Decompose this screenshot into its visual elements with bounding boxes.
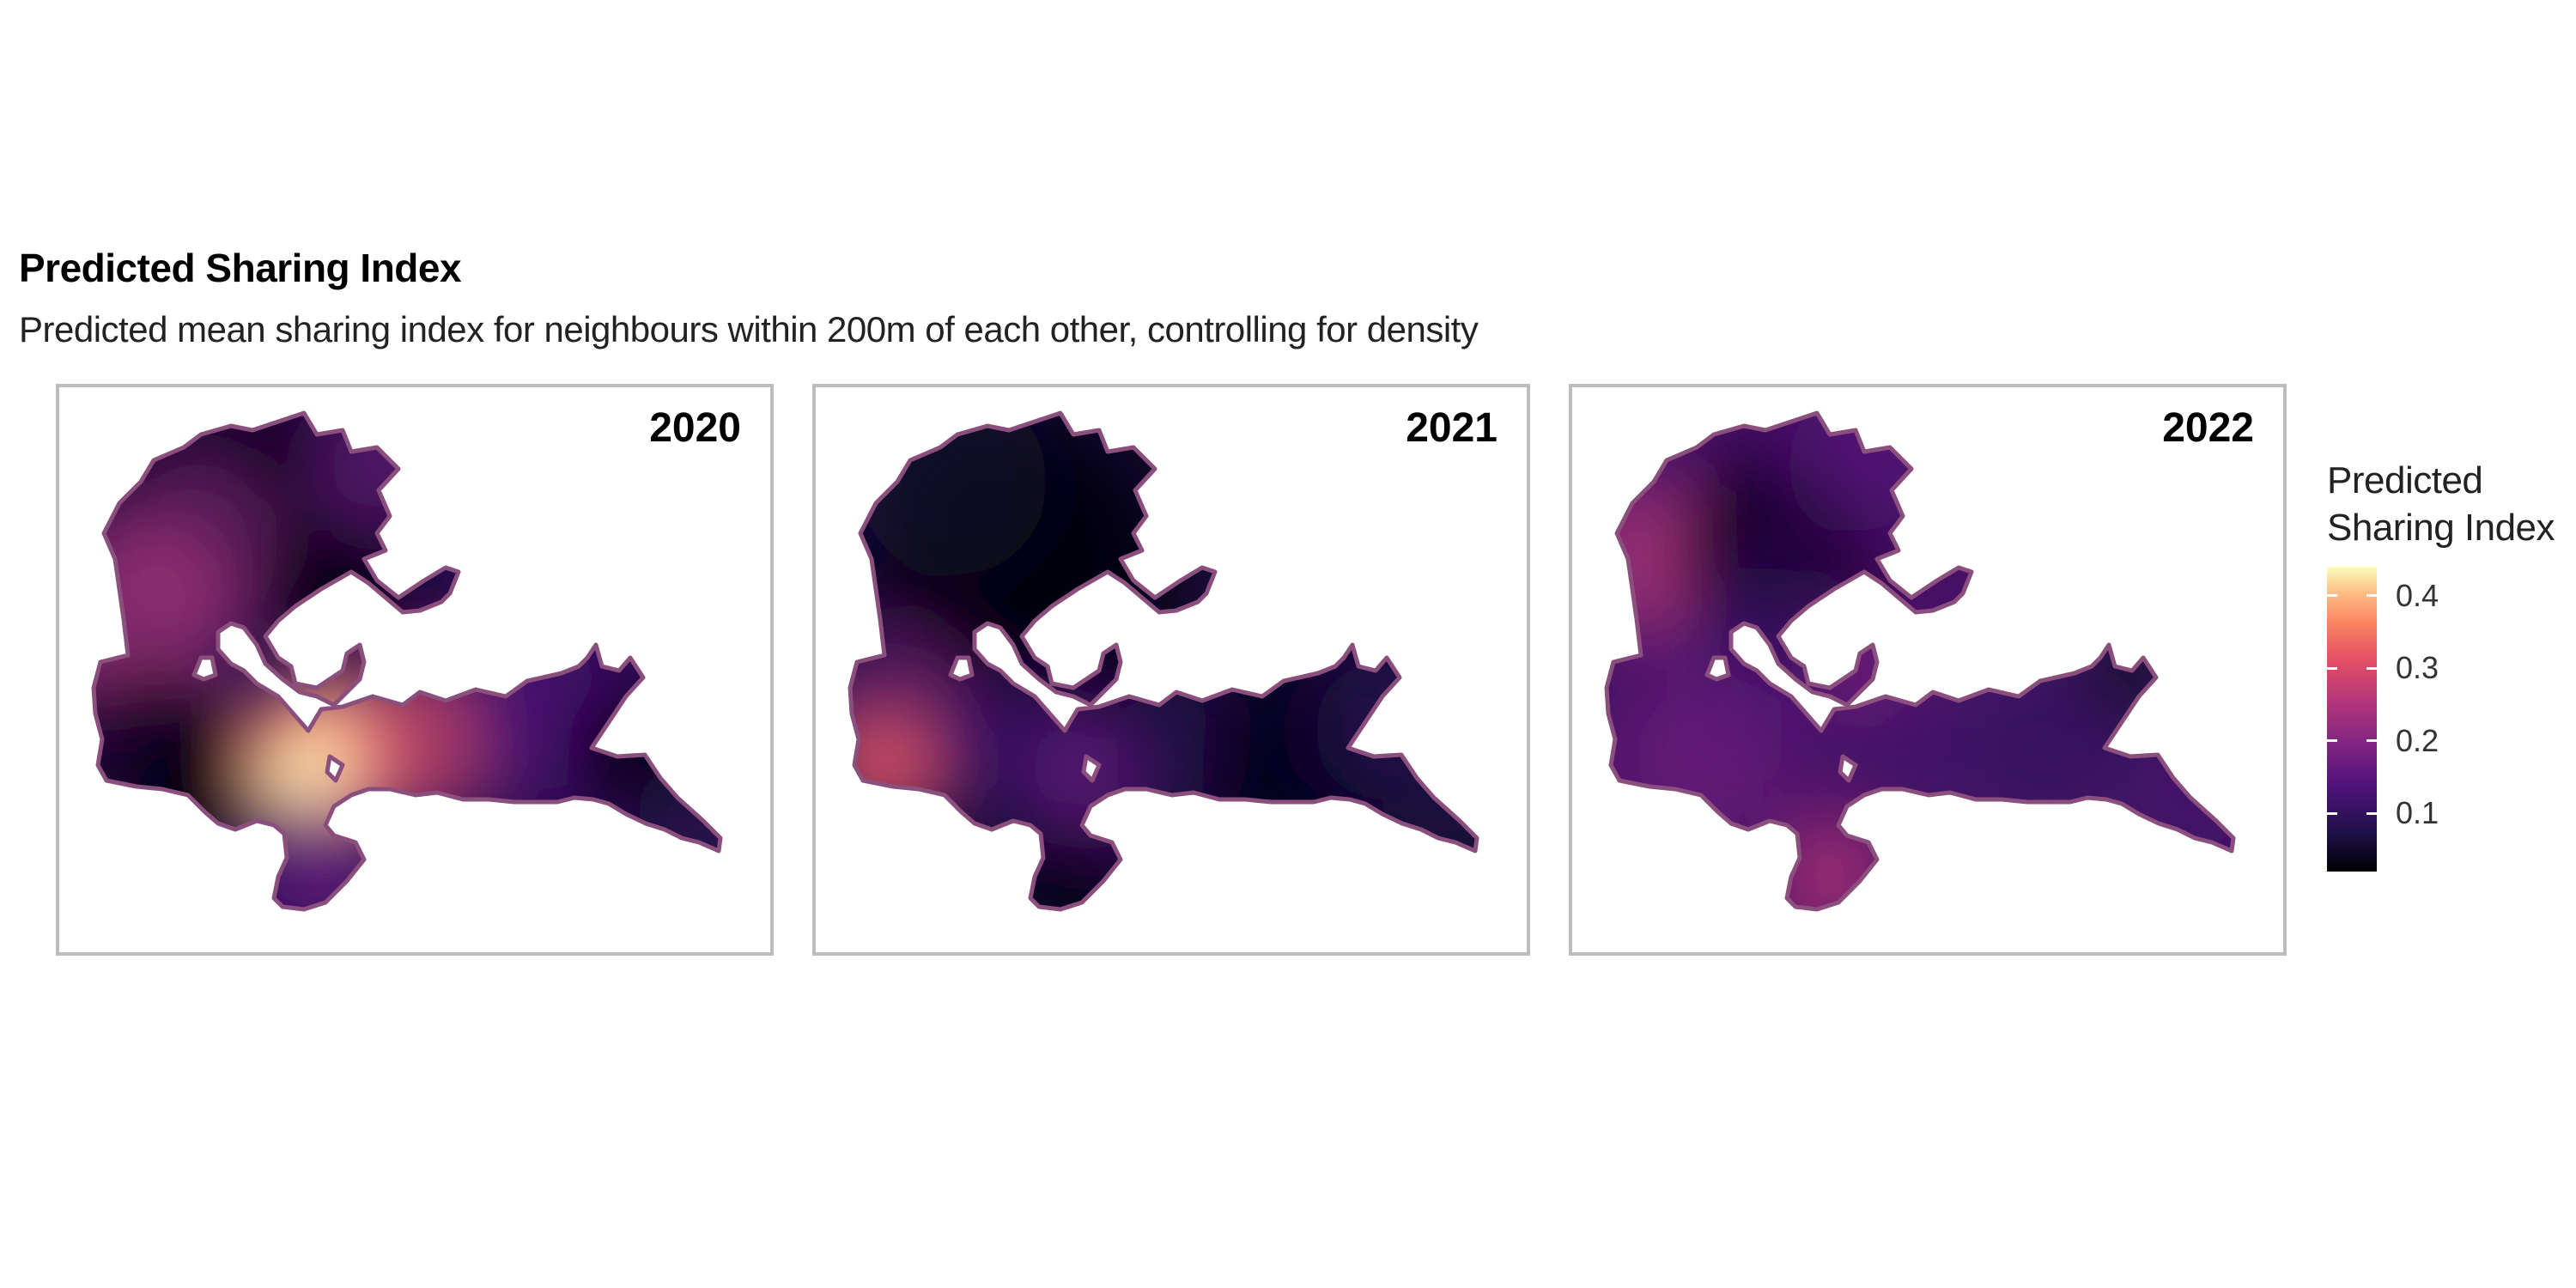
legend-tick-mark: [2327, 811, 2337, 815]
region-heatmap: [91, 410, 723, 912]
map-panel-2020: 2020: [56, 384, 774, 956]
map-panel-2022: 2022: [1569, 384, 2287, 956]
legend-tick-label: 0.1: [2396, 795, 2439, 831]
legend-title-line2: Sharing Index: [2327, 507, 2555, 549]
legend-tick-mark: [2366, 811, 2377, 815]
heat-blob: [1314, 662, 1451, 799]
legend-tick-mark: [2327, 739, 2337, 743]
region-heatmap: [848, 410, 1479, 912]
region-outline: [91, 410, 723, 912]
region-outline: [1604, 410, 2236, 912]
legend-tick-mark: [2366, 594, 2377, 598]
heat-blob: [261, 744, 338, 821]
heat-blob: [1847, 679, 1984, 817]
legend-colorbar: [2327, 567, 2377, 872]
panel-label-2022: 2022: [2162, 405, 2254, 451]
plot-subtitle: Predicted mean sharing index for neighbo…: [19, 309, 1479, 349]
heat-blob: [1615, 671, 1787, 842]
region-hole-outline: [325, 754, 345, 783]
legend-tick-mark: [2327, 594, 2337, 598]
region-hole-outline: [1704, 655, 1731, 682]
region-hole-outline: [948, 655, 975, 682]
map-panel-2021: 2021: [812, 384, 1530, 956]
region-hole-outline: [1081, 754, 1102, 783]
region-hole-outline: [1838, 754, 1858, 783]
region-outline: [848, 410, 1479, 912]
panel-label-2021: 2021: [1406, 405, 1498, 451]
legend-tick-mark: [2366, 666, 2377, 670]
heat-blob: [1770, 817, 1890, 909]
heat-blob: [308, 413, 446, 533]
legend-tick-label: 0.2: [2396, 722, 2439, 758]
legend-tick-mark: [2366, 739, 2377, 743]
legend-tick-mark: [2327, 666, 2337, 670]
heat-blob: [1976, 671, 2130, 825]
heat-blob: [635, 765, 720, 868]
plot-title: Predicted Sharing Index: [19, 246, 462, 290]
panel-label-2020: 2020: [649, 405, 741, 451]
color-legend: Predicted Sharing Index 0.4 0.3 0.2 0.1: [2327, 459, 2576, 889]
legend-tick-label: 0.3: [2396, 650, 2439, 686]
heat-blob: [859, 413, 1048, 576]
heat-blob: [94, 525, 231, 714]
heat-blob: [850, 705, 945, 825]
region-heatmap: [1604, 410, 2236, 912]
legend-title-line1: Predicted: [2327, 459, 2483, 501]
legend-tick-label: 0.4: [2396, 577, 2439, 613]
region-hole-outline: [191, 655, 218, 682]
